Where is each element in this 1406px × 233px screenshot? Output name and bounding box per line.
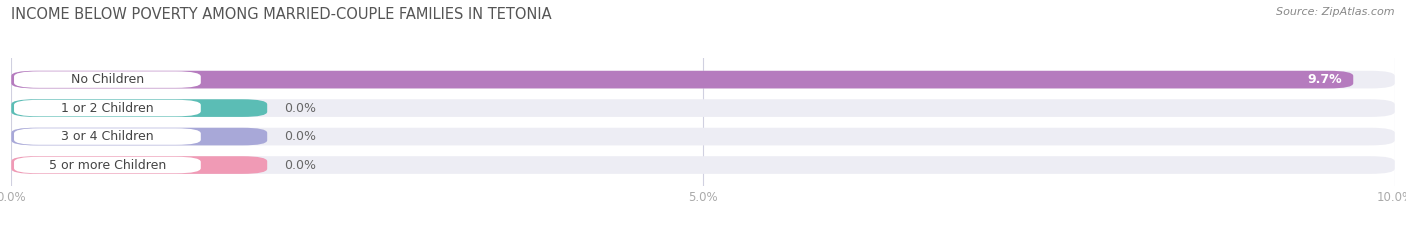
FancyBboxPatch shape [11, 71, 1395, 89]
FancyBboxPatch shape [14, 128, 201, 145]
Text: 9.7%: 9.7% [1308, 73, 1343, 86]
Text: No Children: No Children [70, 73, 143, 86]
FancyBboxPatch shape [14, 157, 201, 173]
FancyBboxPatch shape [11, 99, 267, 117]
Text: Source: ZipAtlas.com: Source: ZipAtlas.com [1277, 7, 1395, 17]
Text: INCOME BELOW POVERTY AMONG MARRIED-COUPLE FAMILIES IN TETONIA: INCOME BELOW POVERTY AMONG MARRIED-COUPL… [11, 7, 553, 22]
FancyBboxPatch shape [11, 128, 267, 145]
Text: 0.0%: 0.0% [284, 102, 316, 115]
Text: 3 or 4 Children: 3 or 4 Children [60, 130, 153, 143]
FancyBboxPatch shape [11, 156, 267, 174]
Text: 1 or 2 Children: 1 or 2 Children [60, 102, 153, 115]
FancyBboxPatch shape [11, 128, 1395, 145]
FancyBboxPatch shape [14, 71, 201, 88]
FancyBboxPatch shape [14, 100, 201, 116]
Text: 5 or more Children: 5 or more Children [49, 158, 166, 171]
Text: 0.0%: 0.0% [284, 158, 316, 171]
FancyBboxPatch shape [11, 71, 1353, 89]
Text: 0.0%: 0.0% [284, 130, 316, 143]
FancyBboxPatch shape [11, 99, 1395, 117]
FancyBboxPatch shape [11, 156, 1395, 174]
